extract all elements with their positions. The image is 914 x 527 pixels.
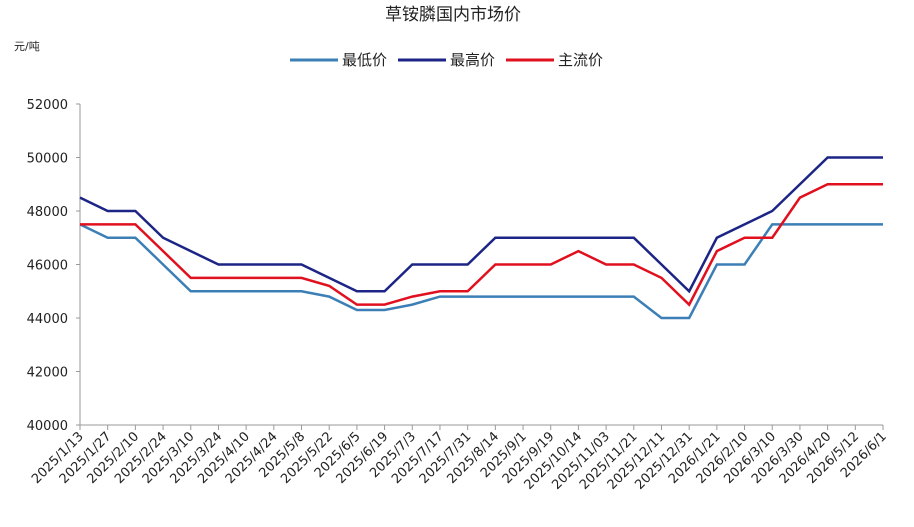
y-tick-label: 52000 — [27, 98, 68, 113]
y-tick-label: 50000 — [27, 152, 68, 167]
y-tick-label: 46000 — [27, 259, 68, 274]
legend-label: 主流价 — [558, 51, 603, 69]
legend-label: 最低价 — [342, 51, 387, 69]
y-axis-label: 元/吨 — [14, 40, 40, 53]
series-line — [80, 183, 883, 307]
legend-label: 最高价 — [450, 51, 495, 69]
y-tick-label: 42000 — [27, 366, 68, 381]
series-line — [79, 223, 883, 320]
series-line — [79, 156, 883, 294]
y-tick-label: 48000 — [27, 205, 68, 220]
y-tick-label: 44000 — [27, 312, 68, 327]
chart-title: 草铵膦国内市场价 — [385, 5, 521, 25]
y-tick-label: 40000 — [27, 419, 68, 434]
